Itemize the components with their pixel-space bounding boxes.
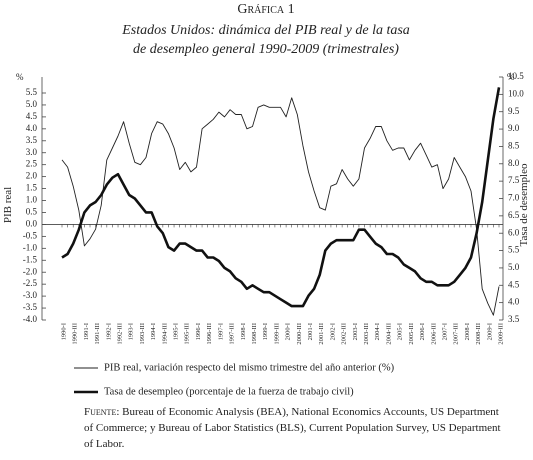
y2-tick-label: 8.0 (508, 158, 520, 168)
x-tick-label: 1999-III (273, 323, 280, 345)
y2-unit: % (507, 72, 515, 82)
y-tick-label: 1.5 (26, 183, 38, 193)
y2-tick-label: 4.0 (508, 297, 520, 307)
x-tick-label: 2005-III (408, 323, 415, 345)
source-label: Fuente: (84, 406, 120, 418)
x-tick-label: 2009-III (497, 323, 504, 345)
y-tick-label: 4.5 (26, 111, 38, 121)
x-tick-label: 1996-III (206, 323, 213, 345)
y-tick-label: -2.5 (23, 278, 38, 288)
source-text: Bureau of Economic Analysis (BEA), Natio… (84, 406, 501, 450)
y-tick-label: 5.5 (26, 87, 38, 97)
x-tick-label: 1999-I (262, 323, 269, 340)
x-tick-label: 1991-III (94, 323, 101, 345)
y2-tick-label: 9.0 (508, 123, 520, 133)
data-line (61, 97, 500, 316)
x-tick-label: 1998-III (251, 323, 258, 345)
y-tick-label: -1.0 (23, 242, 38, 252)
x-tick-label: 1998-I (240, 323, 247, 340)
chart-title: Estados Unidos: dinámica del PIB real y … (121, 23, 410, 38)
x-tick-label: 1992-III (117, 323, 124, 345)
y2-tick-label: 10.0 (508, 88, 524, 98)
y2-tick-label: 6.0 (508, 227, 520, 237)
chart-title: de desempleo general 1990-2009 (trimestr… (133, 42, 399, 57)
source-note: Fuente: Bureau of Economic Analysis (BEA… (84, 404, 509, 452)
y-tick-label: 0.5 (26, 207, 38, 217)
y-tick-label: -3.5 (23, 302, 38, 312)
y-tick-label: -0.5 (23, 230, 38, 240)
y-tick-label: -2.0 (23, 266, 38, 276)
data-line (61, 87, 501, 308)
y-tick-label: 2.5 (26, 159, 38, 169)
x-tick-label: 2007-III (453, 323, 460, 345)
x-tick-label: 2003-III (363, 323, 370, 345)
y2-tick-label: 10.5 (508, 71, 524, 81)
x-tick-label: 2002-I (329, 323, 336, 340)
chart: Gráfica 1 Estados Unidos: dinámica del P… (2, 2, 530, 397)
y-tick-label: 2.0 (26, 171, 38, 181)
chart-kicker: Gráfica 1 (237, 2, 294, 17)
y2-tick-label: 5.0 (508, 262, 520, 272)
y-tick-label: 3.5 (26, 135, 38, 145)
x-tick-label: 1994-I (150, 323, 157, 340)
x-tick-label: 2009-I (486, 323, 493, 340)
x-tick-label: 1993-III (139, 323, 146, 345)
x-tick-label: 2006-III (430, 323, 437, 345)
x-tick-label: 1993-I (128, 323, 135, 340)
y2-tick-label: 4.5 (508, 279, 520, 289)
x-tick-label: 1994-III (161, 323, 168, 345)
y-axis-title: PIB real (2, 187, 14, 223)
x-tick-label: 2005-I (397, 323, 404, 340)
x-tick-label: 1997-I (217, 323, 224, 340)
x-tick-label: 2008-III (475, 323, 482, 345)
x-tick-label: 1990-III (72, 323, 79, 345)
y-tick-label: -4.0 (23, 314, 38, 324)
x-tick-label: 2001-III (318, 323, 325, 345)
x-tick-label: 2004-I (374, 323, 381, 340)
x-tick-label: 1990-I (60, 323, 67, 340)
y-tick-label: 0.0 (26, 218, 38, 228)
y2-tick-label: 7.5 (508, 175, 520, 185)
x-tick-label: 2007-I (441, 323, 448, 340)
x-tick-label: 2008-I (464, 323, 471, 340)
x-tick-label: 1992-I (105, 323, 112, 340)
x-tick-label: 2002-III (341, 323, 348, 345)
y-tick-label: 5.0 (26, 99, 38, 109)
x-tick-label: 1996-I (195, 323, 202, 340)
x-tick-label: 1991-I (83, 323, 90, 340)
x-tick-label: 1995-I (173, 323, 180, 340)
y2-tick-label: 9.5 (508, 106, 520, 116)
y-tick-label: 1.0 (26, 195, 38, 205)
y2-tick-label: 7.0 (508, 193, 520, 203)
y2-tick-label: 6.5 (508, 210, 520, 220)
y-tick-label: 4.0 (26, 123, 38, 133)
y2-tick-label: 3.5 (508, 314, 520, 324)
y-unit: % (16, 72, 24, 82)
x-tick-label: 2003-I (352, 323, 359, 340)
y2-tick-label: 8.5 (508, 140, 520, 150)
y2-axis-title: Tasa de desempleo (518, 163, 530, 246)
y-tick-label: -3.0 (23, 290, 38, 300)
x-tick-label: 2000-III (296, 323, 303, 345)
x-tick-label: 2000-I (285, 323, 292, 340)
x-tick-label: 1997-III (229, 323, 236, 345)
x-tick-label: 2006-I (419, 323, 426, 340)
legend-label: PIB real, variación respecto del mismo t… (104, 362, 395, 373)
y-tick-label: 3.0 (26, 147, 38, 157)
x-tick-label: 2001-I (307, 323, 314, 340)
x-tick-label: 1995-III (184, 323, 191, 345)
legend-label: Tasa de desempleo (porcentaje de la fuer… (104, 386, 354, 397)
y2-tick-label: 5.5 (508, 245, 520, 255)
x-tick-label: 2004-III (385, 323, 392, 345)
y-tick-label: -1.5 (23, 254, 38, 264)
